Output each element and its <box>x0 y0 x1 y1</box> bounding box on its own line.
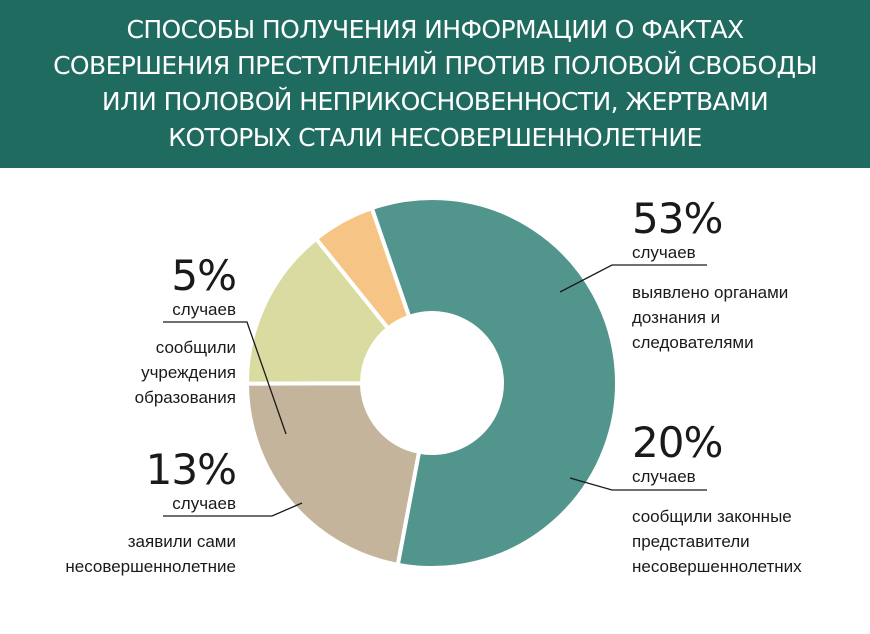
leader-line-20 <box>569 477 707 491</box>
leader-line-13 <box>163 502 303 517</box>
chart-title: СПОСОБЫ ПОЛУЧЕНИЯ ИНФОРМАЦИИ О ФАКТАХ СО… <box>53 15 817 152</box>
data-label-53: 53% <box>632 194 723 243</box>
slice-description-53: выявлено органами дознания и следователя… <box>632 283 789 352</box>
cases-label-53: случаев <box>632 243 696 262</box>
callout-5: 5% случаев сообщили учреждения образован… <box>60 251 237 410</box>
callout-53: 53% случаев выявлено органами дознания и… <box>632 196 862 355</box>
slice-description-5: сообщили учреждения образования <box>134 338 236 407</box>
donut-slice-20 <box>245 381 422 567</box>
title-banner: СПОСОБЫ ПОЛУЧЕНИЯ ИНФОРМАЦИИ О ФАКТАХ СО… <box>0 0 870 168</box>
cases-label-20: случаев <box>632 467 696 486</box>
leader-line-5 <box>163 321 287 435</box>
data-label-20: 20% <box>632 418 723 467</box>
data-label-13: 13% <box>145 445 237 494</box>
data-label-5: 5% <box>171 251 237 300</box>
cases-label-13: случаев <box>172 494 236 513</box>
leader-line-53 <box>559 264 707 293</box>
donut-slice-53 <box>369 196 619 570</box>
callout-13: 13% случаев заявили сами несовершеннолет… <box>20 445 237 579</box>
slice-description-13: заявили сами несовершеннолетние <box>65 532 236 576</box>
slice-description-20: сообщили законные представители несоверш… <box>632 507 802 576</box>
callout-20: 20% случаев сообщили законные представит… <box>632 420 864 579</box>
cases-label-5: случаев <box>172 300 236 319</box>
donut-slice-5 <box>314 206 412 331</box>
